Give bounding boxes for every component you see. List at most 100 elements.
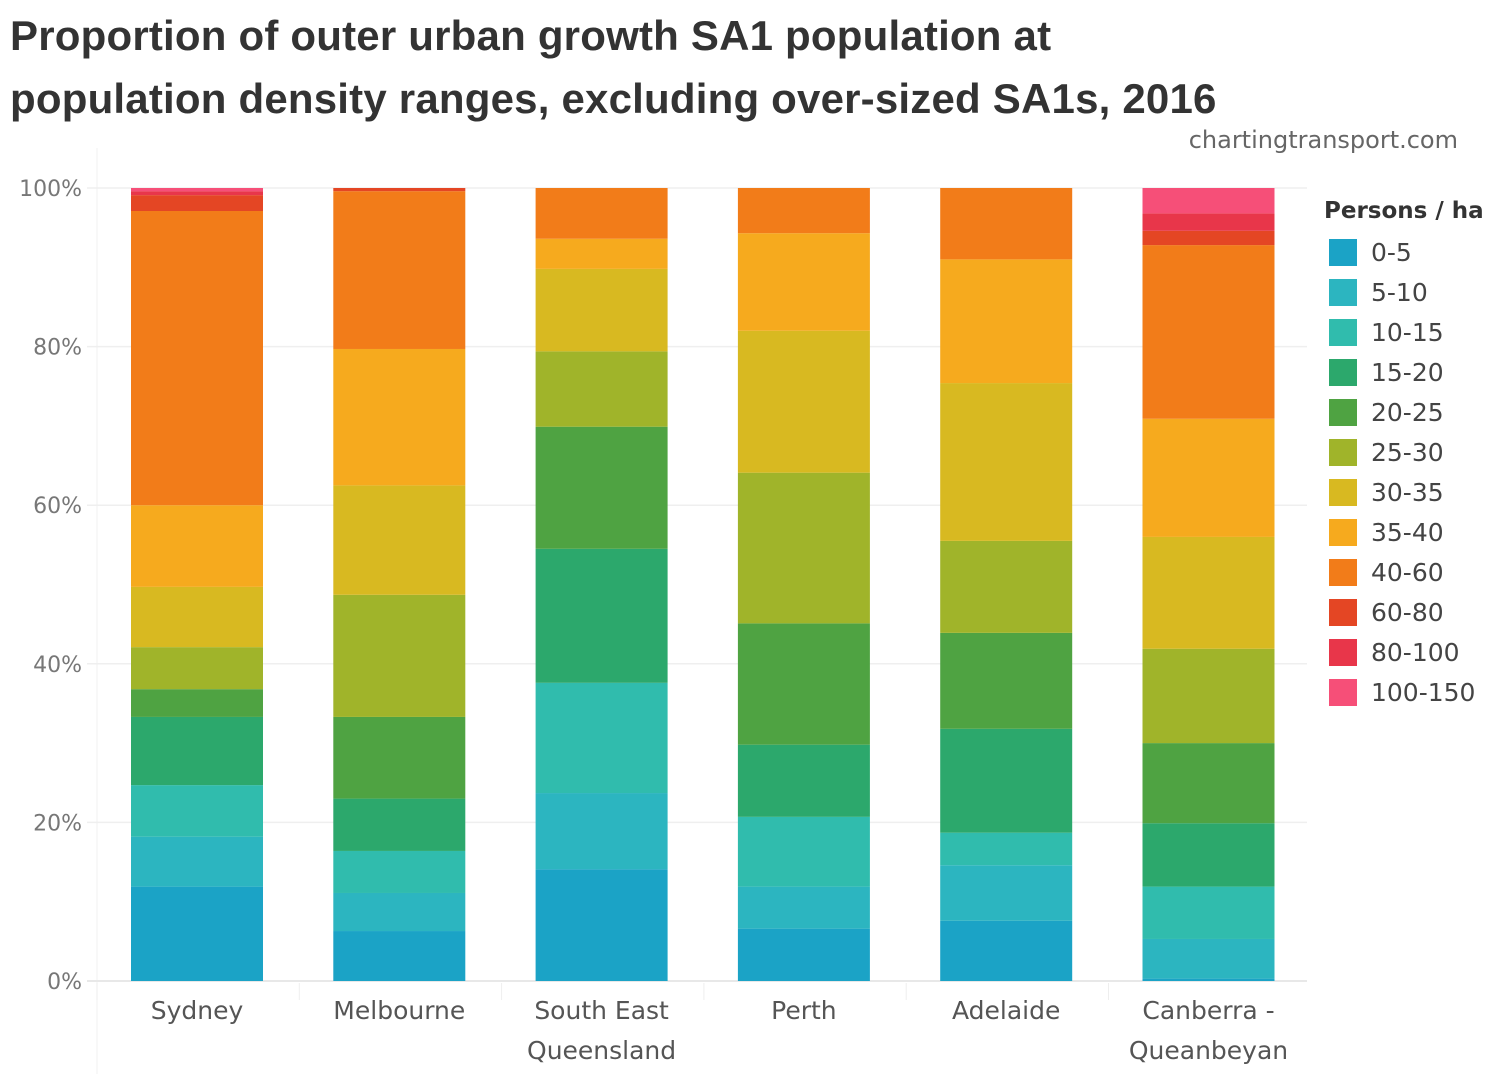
bar-segment-10-15[interactable] [131, 785, 263, 837]
bar-segment-40-60[interactable] [1142, 245, 1275, 419]
legend-item[interactable]: 40-60 [1324, 552, 1484, 592]
bar-segment-25-30[interactable] [940, 540, 1073, 633]
legend-label: 80-100 [1371, 637, 1460, 667]
watermark: chartingtransport.com [1188, 126, 1458, 154]
bar-segment-40-60[interactable] [333, 191, 466, 349]
bar-segment-5-10[interactable] [940, 865, 1073, 921]
legend-item[interactable]: 15-20 [1324, 352, 1484, 392]
bars [131, 188, 1275, 981]
bar-segment-10-15[interactable] [535, 682, 668, 794]
legend-label: 10-15 [1371, 317, 1444, 347]
legend-item[interactable]: 35-40 [1324, 512, 1484, 552]
bar-segment-35-40[interactable] [1142, 418, 1275, 537]
legend-item[interactable]: 20-25 [1324, 392, 1484, 432]
bar-segment-0-5[interactable] [737, 928, 870, 981]
bar-segment-80-100[interactable] [1142, 213, 1275, 231]
bar-segment-10-15[interactable] [737, 816, 870, 887]
bar-segment-0-5[interactable] [131, 886, 263, 981]
chart-title: Proportion of outer urban growth SA1 pop… [10, 4, 1217, 130]
bar-segment-30-35[interactable] [131, 586, 263, 648]
bar-segment-5-10[interactable] [1142, 938, 1275, 979]
bar-segment-0-5[interactable] [535, 869, 668, 981]
legend-item[interactable]: 80-100 [1324, 632, 1484, 672]
bar-segment-20-25[interactable] [535, 426, 668, 549]
legend-item[interactable]: 100-150 [1324, 672, 1484, 712]
bar-segment-5-10[interactable] [333, 892, 466, 932]
bar-segment-60-80[interactable] [1142, 230, 1275, 246]
y-tick-label: 40% [33, 653, 82, 678]
bar-stack [333, 188, 466, 981]
bar-segment-30-35[interactable] [1142, 536, 1275, 649]
legend-swatch [1329, 598, 1357, 626]
bar-segment-5-10[interactable] [737, 886, 870, 929]
bar-segment-15-20[interactable] [333, 798, 466, 851]
bar-segment-25-30[interactable] [737, 472, 870, 624]
bar-segment-40-60[interactable] [940, 188, 1073, 260]
legend-swatch [1329, 518, 1357, 546]
bar-segment-35-40[interactable] [940, 259, 1073, 384]
legend-swatch [1329, 318, 1357, 346]
bar-segment-20-25[interactable] [940, 632, 1073, 729]
bar-segment-15-20[interactable] [940, 728, 1073, 833]
bar-segment-30-35[interactable] [940, 383, 1073, 541]
legend-item[interactable]: 30-35 [1324, 472, 1484, 512]
x-tick-label: Canberra - [1142, 996, 1274, 1025]
legend-swatch [1329, 278, 1357, 306]
bar-segment-25-30[interactable] [333, 594, 466, 717]
bar-segment-20-25[interactable] [1142, 743, 1275, 824]
bar-segment-10-15[interactable] [1142, 886, 1275, 939]
bar-segment-0-5[interactable] [333, 931, 466, 981]
bar-segment-20-25[interactable] [737, 623, 870, 745]
bar-segment-5-10[interactable] [131, 836, 263, 887]
bar-segment-100-150[interactable] [131, 188, 263, 192]
bar-segment-80-100[interactable] [131, 191, 263, 196]
bar-segment-30-35[interactable] [737, 330, 870, 473]
bar-segment-15-20[interactable] [535, 548, 668, 683]
bar-stack [1142, 188, 1275, 981]
bar-segment-30-35[interactable] [333, 485, 466, 595]
bar-segment-40-60[interactable] [535, 188, 668, 239]
bar-segment-60-80[interactable] [131, 195, 263, 211]
x-tick-label: Adelaide [952, 996, 1060, 1025]
bar-segment-10-15[interactable] [940, 832, 1073, 866]
x-tick-label: South East [534, 996, 669, 1025]
legend-swatch [1329, 398, 1357, 426]
bar-segment-20-25[interactable] [131, 689, 263, 717]
legend-item[interactable]: 60-80 [1324, 592, 1484, 632]
bar-segment-35-40[interactable] [737, 233, 870, 331]
legend-item[interactable]: 0-5 [1324, 232, 1484, 272]
bar-segment-15-20[interactable] [737, 744, 870, 817]
legend-label: 15-20 [1371, 357, 1444, 387]
bar-segment-15-20[interactable] [131, 716, 263, 786]
bar-segment-35-40[interactable] [131, 505, 263, 587]
legend-label: 60-80 [1371, 597, 1444, 627]
legend-items: 0-5 5-10 10-15 15-20 20-25 25-30 30-35 35-40 40-… [1324, 232, 1484, 712]
bar-segment-25-30[interactable] [131, 647, 263, 690]
bar-segment-40-60[interactable] [131, 210, 263, 506]
bar-segment-20-25[interactable] [333, 716, 466, 799]
bar-segment-25-30[interactable] [535, 351, 668, 427]
bar-segment-60-80[interactable] [333, 188, 466, 192]
bar-segment-35-40[interactable] [333, 348, 466, 486]
legend-title: Persons / ha [1324, 198, 1484, 224]
bar-segment-5-10[interactable] [535, 793, 668, 870]
legend-label: 20-25 [1371, 397, 1444, 427]
x-axis-labels: Sydney Melbourne South East Queensland Perth… [151, 996, 1288, 1065]
legend-item[interactable]: 25-30 [1324, 432, 1484, 472]
legend-swatch [1329, 638, 1357, 666]
bar-segment-25-30[interactable] [1142, 648, 1275, 744]
x-tick-label: Melbourne [333, 996, 465, 1025]
bar-segment-100-150[interactable] [1142, 188, 1275, 214]
bar-segment-10-15[interactable] [333, 850, 466, 893]
legend-label: 0-5 [1371, 237, 1412, 267]
legend-item[interactable]: 10-15 [1324, 312, 1484, 352]
bar-segment-0-5[interactable] [1142, 978, 1275, 981]
y-tick-label: 80% [33, 336, 82, 361]
bar-segment-30-35[interactable] [535, 268, 668, 352]
bar-segment-0-5[interactable] [940, 920, 1073, 981]
bar-segment-40-60[interactable] [737, 188, 870, 234]
bar-segment-15-20[interactable] [1142, 823, 1275, 887]
y-axis-ticks: 0% 20% 40% 60% 80% 100% [19, 177, 82, 995]
bar-segment-35-40[interactable] [535, 238, 668, 269]
legend-item[interactable]: 5-10 [1324, 272, 1484, 312]
